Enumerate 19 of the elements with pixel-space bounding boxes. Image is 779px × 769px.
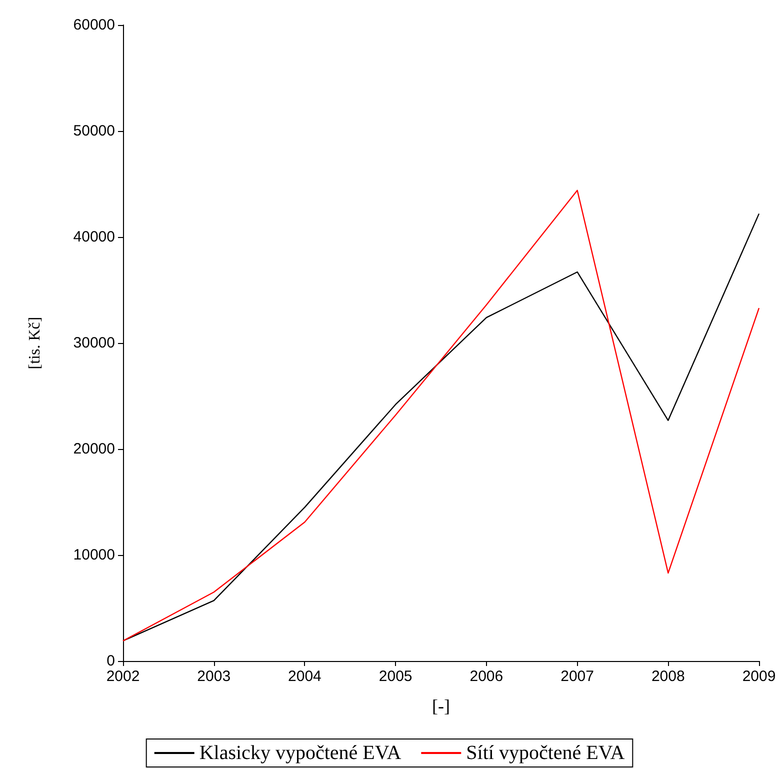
x-axis-title: [-]: [432, 696, 450, 716]
x-tick-label: 2005: [378, 668, 412, 685]
x-tick-label: 2007: [560, 668, 594, 685]
legend-label: Sítí vypočtené EVA: [466, 742, 626, 764]
x-tick-label: 2008: [651, 668, 685, 685]
y-tick-label: 10000: [73, 546, 115, 564]
legend-label: Klasicky vypočtené EVA: [199, 742, 402, 764]
y-axis-title: [tis. Kč]: [26, 316, 44, 370]
x-tick-label: 2006: [470, 668, 504, 685]
x-tick-label: 2002: [106, 668, 140, 685]
y-tick-label: 20000: [73, 440, 115, 458]
x-tick-label: 2009: [742, 668, 776, 685]
x-tick-label: 2004: [288, 668, 322, 685]
y-tick-label: 40000: [73, 228, 115, 246]
y-tick-label: 30000: [73, 334, 115, 352]
x-tick-label: 2003: [197, 668, 231, 685]
y-tick-label: 0: [106, 652, 115, 670]
y-tick-label: 50000: [73, 122, 115, 140]
y-tick-label: 60000: [73, 16, 115, 34]
